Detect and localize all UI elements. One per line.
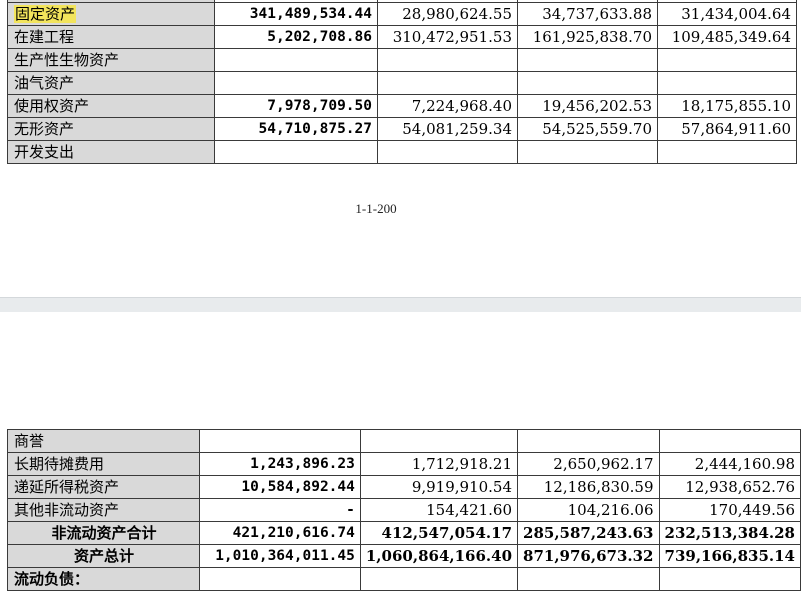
cell-value xyxy=(517,429,660,453)
cell-value: 109,485,349.64 xyxy=(657,25,797,49)
row-label: 固定资产 xyxy=(7,2,215,26)
cell-value: 31,434,004.64 xyxy=(657,2,797,26)
cell-value: 54,081,259.34 xyxy=(377,117,518,141)
cell-value: 9,919,910.54 xyxy=(359,475,519,499)
cell-value: 1,060,864,166.40 xyxy=(359,544,519,568)
cell-value: 28,980,624.55 xyxy=(377,2,518,26)
row-label: 递延所得税资产 xyxy=(7,475,200,499)
row-label: 生产性生物资产 xyxy=(7,48,215,72)
document-page-top: 固定资产 341,489,534.44 28,980,624.55 34,737… xyxy=(7,0,797,216)
row-label: 商誉 xyxy=(7,429,200,453)
cell-value xyxy=(517,140,658,164)
cell-value xyxy=(198,567,361,591)
highlighted-text: 固定资产 xyxy=(14,5,77,23)
cell-value xyxy=(517,567,660,591)
table-row: 固定资产 341,489,534.44 28,980,624.55 34,737… xyxy=(7,2,797,26)
cell-value: 310,472,951.53 xyxy=(377,25,518,49)
cell-value: 421,210,616.74 xyxy=(198,521,361,545)
cell-value xyxy=(377,140,518,164)
cell-value xyxy=(658,567,801,591)
balance-sheet-table-top: 固定资产 341,489,534.44 28,980,624.55 34,737… xyxy=(7,0,797,164)
cell-value: 54,710,875.27 xyxy=(214,117,378,141)
cell-value xyxy=(359,429,519,453)
cell-value xyxy=(359,567,519,591)
cell-value: 10,584,892.44 xyxy=(198,475,361,499)
row-label: 使用权资产 xyxy=(7,94,215,118)
cell-value: 19,456,202.53 xyxy=(517,94,658,118)
row-label: 资产总计 xyxy=(7,544,200,568)
page-number: 1-1-200 xyxy=(355,201,397,216)
row-label: 在建工程 xyxy=(7,25,215,49)
document-page-bottom: 商誉 长期待摊费用 1,243,896.23 1,712,918.21 2,65… xyxy=(0,312,801,591)
row-label: 开发支出 xyxy=(7,140,215,164)
row-label: 流动负债： xyxy=(7,567,200,591)
cell-value: 57,864,911.60 xyxy=(657,117,797,141)
page-separator xyxy=(0,297,801,313)
cell-value: 170,449.56 xyxy=(658,498,801,522)
cell-value: 34,737,633.88 xyxy=(517,2,658,26)
cell-value: 1,010,364,011.45 xyxy=(198,544,361,568)
cell-value: 154,421.60 xyxy=(359,498,519,522)
cell-value: 18,175,855.10 xyxy=(657,94,797,118)
cell-value xyxy=(214,48,378,72)
cell-value xyxy=(517,71,658,95)
cell-value: 5,202,708.86 xyxy=(214,25,378,49)
cell-value: 104,216.06 xyxy=(517,498,660,522)
cell-value: - xyxy=(198,498,361,522)
cell-value: 161,925,838.70 xyxy=(517,25,658,49)
cell-value: 341,489,534.44 xyxy=(214,2,378,26)
cell-value: 739,166,835.14 xyxy=(658,544,801,568)
cell-value xyxy=(658,429,801,453)
table-row-total: 资产总计 1,010,364,011.45 1,060,864,166.40 8… xyxy=(7,544,801,568)
table-row: 递延所得税资产 10,584,892.44 9,919,910.54 12,18… xyxy=(7,475,801,499)
cell-value: 12,186,830.59 xyxy=(517,475,660,499)
table-row: 生产性生物资产 xyxy=(7,48,797,72)
cell-value: 232,513,384.28 xyxy=(658,521,801,545)
table-row: 油气资产 xyxy=(7,71,797,95)
cell-value xyxy=(377,71,518,95)
table-row: 商誉 xyxy=(7,429,801,453)
cell-value: 54,525,559.70 xyxy=(517,117,658,141)
cell-value: 1,712,918.21 xyxy=(359,452,519,476)
table-row: 其他非流动资产 - 154,421.60 104,216.06 170,449.… xyxy=(7,498,801,522)
row-label: 非流动资产合计 xyxy=(7,521,200,545)
table-row: 使用权资产 7,978,709.50 7,224,968.40 19,456,2… xyxy=(7,94,797,118)
cell-value xyxy=(657,140,797,164)
cell-value xyxy=(517,48,658,72)
cell-value xyxy=(657,71,797,95)
balance-sheet-table-bottom: 商誉 长期待摊费用 1,243,896.23 1,712,918.21 2,65… xyxy=(7,429,801,591)
table-row: 开发支出 xyxy=(7,140,797,164)
cell-value: 12,938,652.76 xyxy=(658,475,801,499)
cell-value: 871,976,673.32 xyxy=(517,544,660,568)
cell-value: 412,547,054.17 xyxy=(359,521,519,545)
cell-value: 7,978,709.50 xyxy=(214,94,378,118)
cell-value: 2,444,160.98 xyxy=(658,452,801,476)
cell-value: 285,587,243.63 xyxy=(517,521,660,545)
cell-value xyxy=(214,140,378,164)
row-label: 其他非流动资产 xyxy=(7,498,200,522)
cell-value xyxy=(214,71,378,95)
cell-value: 7,224,968.40 xyxy=(377,94,518,118)
cell-value: 2,650,962.17 xyxy=(517,452,660,476)
table-row: 无形资产 54,710,875.27 54,081,259.34 54,525,… xyxy=(7,117,797,141)
cell-value: 1,243,896.23 xyxy=(198,452,361,476)
table-row: 长期待摊费用 1,243,896.23 1,712,918.21 2,650,9… xyxy=(7,452,801,476)
table-row: 在建工程 5,202,708.86 310,472,951.53 161,925… xyxy=(7,25,797,49)
cell-value xyxy=(657,48,797,72)
cell-value xyxy=(377,48,518,72)
row-label: 无形资产 xyxy=(7,117,215,141)
table-row: 流动负债： xyxy=(7,567,801,591)
row-label: 油气资产 xyxy=(7,71,215,95)
row-label: 长期待摊费用 xyxy=(7,452,200,476)
cell-value xyxy=(198,429,361,453)
table-row-subtotal: 非流动资产合计 421,210,616.74 412,547,054.17 28… xyxy=(7,521,801,545)
